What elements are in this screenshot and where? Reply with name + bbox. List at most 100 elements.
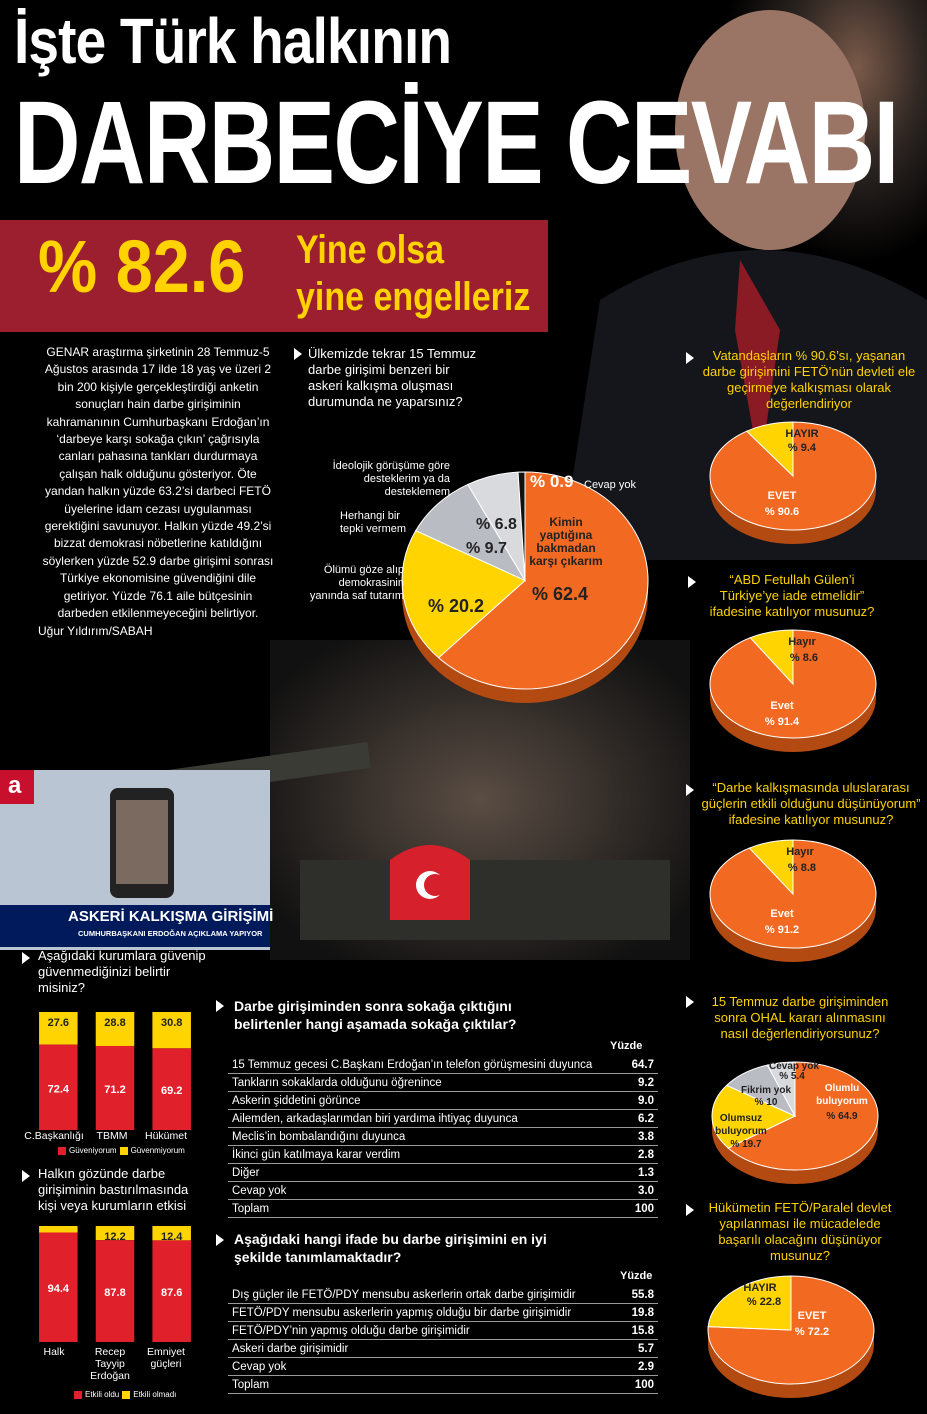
pie2-value-hayir: % 8.6 <box>789 652 819 664</box>
pie1-question: Vatandaşların % 90.6’sı, yaşanan darbe g… <box>702 348 916 411</box>
pie5-slice-1 <box>707 1275 792 1331</box>
bar2-legend-swatch-1 <box>122 1390 131 1399</box>
banner-text-line-1: Yine olsa <box>296 228 445 272</box>
table1-row-value: 9.2 <box>610 1073 658 1092</box>
bar1-category-2: Hükümet <box>144 1130 187 1142</box>
table2-row-label: FETÖ/PDY’nin yapmış olduğu darbe girişim… <box>228 1321 610 1340</box>
main-pie-value-cevapyok: % 0.9 <box>530 472 574 491</box>
headline-line-2: DARBECİYE CEVABI <box>14 77 899 209</box>
table1-row-label: Diğer <box>228 1163 610 1182</box>
bar2-category-0: Halk <box>43 1346 65 1358</box>
table1-row-value: 3.8 <box>610 1127 658 1146</box>
pie4-value-olumsuz: % 19.7 <box>730 1139 762 1150</box>
table2-row-label: FETÖ/PDY mensubu askerlerin yapmış olduğ… <box>228 1303 610 1322</box>
pie5-value-hayir: % 22.8 <box>746 1296 782 1308</box>
pie4-label-fikrimyok: Fikrim yok <box>740 1085 792 1096</box>
main-pie-slice-0 <box>437 471 649 690</box>
table1-row: Diğer 1.3 <box>228 1163 658 1182</box>
q3-arrow <box>686 784 694 796</box>
table2-row-value: 19.8 <box>610 1303 658 1322</box>
pie3-label-evet: Evet <box>770 908 794 920</box>
bar1-value-2-series-0: 69.2 <box>161 1085 182 1097</box>
table1-row-value: 6.2 <box>610 1109 658 1128</box>
banner-percent: % 82.6 <box>38 225 246 308</box>
pie4-slice-0 <box>727 1061 879 1171</box>
q1-arrow <box>686 352 694 364</box>
bar1-legend-swatch-0 <box>58 1146 66 1155</box>
table1-row-value: 1.3 <box>610 1163 658 1182</box>
table1-row-value: 9.0 <box>610 1091 658 1110</box>
table1-row: İkinci gün katılmaya karar verdim 2.8 <box>228 1145 658 1164</box>
main-pie-value-kimin: % 62.4 <box>532 584 589 604</box>
bar1-question: Aşağıdaki kurumlara güvenip güvenmediğin… <box>38 948 206 995</box>
bar2-bar-2-series-0 <box>152 1240 191 1342</box>
bar1-legend-label-0: Güveniyorum <box>69 1146 117 1155</box>
pie4-label-cevapyok: Cevap yok <box>768 1061 820 1072</box>
table1-row-label: Meclis’in bombalandığını duyunca <box>228 1127 610 1146</box>
table1-row-label: Askerin şiddetini görünce <box>228 1091 610 1110</box>
bar2-legend-label-0: Etkili oldu <box>85 1390 120 1399</box>
table1-row-value: 100 <box>610 1199 658 1218</box>
pie5-question: Hükümetin FETÖ/Paralel devlet yapılanmas… <box>708 1200 892 1263</box>
q5-arrow <box>686 1204 694 1216</box>
main-pie-value-tepki: % 9.7 <box>466 540 507 557</box>
pie1-value-evet: % 90.6 <box>764 506 800 518</box>
bar2-bar-1-series-1 <box>95 1226 135 1241</box>
bar2-arrow <box>22 1170 30 1182</box>
pie4-value-olumlu: % 64.9 <box>826 1111 858 1122</box>
table1-row-label: Toplam <box>228 1199 610 1218</box>
bar2-bar-0-series-1 <box>39 1226 78 1233</box>
bar2-value-1-series-0: 87.8 <box>104 1287 125 1299</box>
bar1-bar-2-series-1 <box>152 1012 191 1049</box>
pie3-value-evet: % 91.2 <box>764 924 800 936</box>
pie4-label-olumlu: Olumlu buluyorum <box>816 1083 868 1107</box>
pie5-label-hayir: HAYIR <box>743 1282 777 1294</box>
table2-row-label: Dış güçler ile FETÖ/PDY mensubu askerler… <box>228 1286 610 1304</box>
bar2-category-1: Recep Tayyip Erdoğan <box>90 1346 130 1382</box>
main-pie-chart <box>401 471 649 703</box>
pie2-slice-1 <box>749 629 794 686</box>
q4-arrow <box>686 996 694 1008</box>
table1-row: Cevap yok 3.0 <box>228 1181 658 1200</box>
headline-line-1: İşte Türk halkının <box>14 5 452 77</box>
bar2-value-0-series-0: 94.4 <box>48 1283 70 1295</box>
bar2-legend-label-1: Etkili olmadı <box>133 1390 177 1399</box>
bar1-bar-0-series-0 <box>39 1044 78 1130</box>
table1-row: Meclis’in bombalandığını duyunca 3.8 <box>228 1127 658 1146</box>
bar2-value-1-series-1: 12.2 <box>104 1231 125 1243</box>
pie4-slice-3 <box>766 1061 796 1117</box>
table2-row: Toplam 100 <box>228 1375 658 1394</box>
tv-logo: a <box>8 772 22 799</box>
bar1-bar-1-series-0 <box>95 1045 135 1130</box>
pie4-label-olumsuz: Olumsuz buluyorum <box>715 1113 767 1137</box>
bar2-bar-1-series-0 <box>95 1240 135 1342</box>
pie1-label-hayir: HAYIR <box>785 428 819 440</box>
pie1-label-evet: EVET <box>767 490 797 502</box>
pie3-chart <box>709 839 877 962</box>
table1-row-value: 64.7 <box>610 1056 658 1074</box>
bar2-value-2-series-1: 12.4 <box>161 1231 183 1243</box>
table2-row-label: Askeri darbe girişimidir <box>228 1339 610 1358</box>
main-pie-value-olumu: % 20.2 <box>428 596 485 616</box>
main-pie-label-cevapyok: Cevap yok <box>584 479 636 491</box>
table1-row: Tankların sokaklarda olduğunu öğrenince 9… <box>228 1073 658 1092</box>
pie2-label-evet: Evet <box>770 700 794 712</box>
bar2-chart: 5.694.412.287.812.487.6 <box>39 1226 191 1342</box>
table2-arrow <box>216 1234 224 1246</box>
main-pie-slice-2 <box>415 483 527 582</box>
main-pie-value-ideolojik: % 6.8 <box>476 516 517 533</box>
table1-row-label: Cevap yok <box>228 1181 610 1200</box>
table2-row-value: 55.8 <box>610 1286 658 1304</box>
table2-row-value: 100 <box>610 1375 658 1394</box>
bar1-category-1: TBMM <box>96 1130 128 1142</box>
pie4-value-cevapyok: % 5.4 <box>779 1071 805 1082</box>
pie2-value-evet: % 91.4 <box>764 716 800 728</box>
bar1-arrow <box>22 952 30 964</box>
pie1-chart <box>709 421 877 544</box>
table2-row-value: 5.7 <box>610 1339 658 1358</box>
pie5-value-evet: % 72.2 <box>794 1326 830 1338</box>
table1-row-value: 3.0 <box>610 1181 658 1200</box>
table1: 15 Temmuz gecesi C.Başkanı Erdoğan’ın te… <box>228 1056 658 1218</box>
table2: Dış güçler ile FETÖ/PDY mensubu askerler… <box>228 1286 658 1394</box>
bar1-legend: Güveniyorum Güvenmiyorum <box>58 1146 185 1155</box>
